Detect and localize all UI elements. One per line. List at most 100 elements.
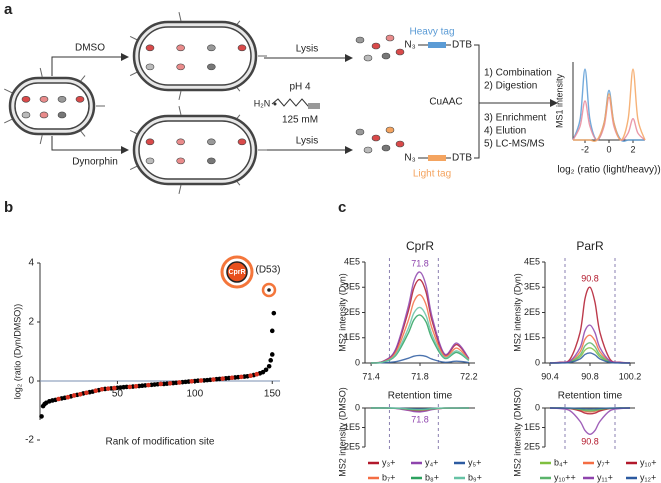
flagellum — [178, 90, 182, 100]
y-axis-label: MS2 intensity (Dyn) — [512, 273, 522, 352]
protein — [385, 34, 395, 42]
panel-label: c — [338, 199, 346, 216]
flagellum — [178, 106, 182, 116]
data-point — [198, 378, 204, 383]
x-tick-label: 50 — [112, 389, 124, 400]
y-axis-label: MS1 intensity — [554, 73, 564, 128]
protein — [21, 111, 31, 119]
x-tick-label: 90.8 — [581, 371, 599, 381]
x-tick-label: 71.8 — [411, 371, 429, 381]
callout-ring — [220, 255, 254, 289]
protein — [237, 44, 247, 52]
protein — [145, 44, 155, 52]
protein — [176, 157, 185, 165]
series-line — [572, 96, 646, 141]
tag-biotin: DTB — [452, 40, 472, 51]
y-tick-label: 4E5 — [344, 256, 360, 266]
protein — [381, 144, 391, 152]
cell-membrane — [138, 120, 252, 180]
protein — [145, 157, 155, 165]
step: 1) Combination — [484, 68, 552, 79]
protein — [57, 111, 67, 119]
x-tick-label: 150 — [264, 389, 281, 400]
protein — [75, 95, 85, 103]
y-tick-label: 0 — [28, 376, 34, 387]
step: 3) Enrichment — [484, 113, 546, 124]
data-point — [77, 391, 83, 397]
y-tick-label: 4 — [28, 258, 34, 269]
data-point — [211, 377, 216, 382]
cell-membrane — [138, 26, 252, 86]
peak-label: 90.8 — [581, 274, 599, 284]
series-line — [371, 271, 470, 364]
data-point — [248, 373, 253, 378]
y-tick-label: 2E5 — [344, 441, 360, 451]
protein — [176, 63, 185, 71]
peak-label: 90.8 — [581, 437, 599, 447]
x-tick-label: 71.4 — [362, 371, 380, 381]
callout-protein: CprR — [228, 269, 245, 276]
callout-core — [267, 288, 271, 292]
data-point — [93, 388, 99, 394]
data-point — [39, 414, 44, 419]
x-axis-label: Rank of modification site — [106, 437, 215, 448]
arrow — [51, 53, 129, 76]
flagellum — [4, 118, 13, 124]
callout-site: (D53) — [255, 265, 280, 276]
series-line — [549, 352, 631, 364]
series-line — [549, 347, 631, 364]
legend-label: y₃+ — [382, 457, 395, 467]
data-point — [254, 371, 260, 377]
protein — [207, 44, 216, 52]
protein — [371, 42, 381, 50]
y-axis-label: log₂ (ratio (Dyn/DMSO)) — [12, 304, 22, 400]
tag-name: Heavy tag — [409, 27, 454, 38]
step: 4) Elution — [484, 126, 526, 137]
arrow — [51, 136, 129, 154]
bracket — [474, 44, 480, 159]
y-axis-label: MS2 intensity (Dyn) — [337, 273, 347, 352]
data-point — [112, 385, 117, 391]
treatment: Dynorphin — [72, 157, 118, 168]
protein — [395, 140, 405, 148]
protein — [395, 48, 405, 56]
tag-azide: N₃ — [404, 153, 415, 164]
legend-label: b₈+ — [425, 472, 439, 482]
data-point — [177, 380, 182, 385]
series-line — [549, 334, 631, 364]
data-point — [167, 381, 173, 386]
y-tick-label: 2E5 — [524, 441, 540, 451]
tag-azide: N₃ — [404, 40, 415, 51]
data-point — [56, 396, 61, 402]
series-line — [371, 294, 470, 364]
y-axis-label: MS2 intensity (DMSO) — [337, 387, 347, 477]
data-point — [271, 310, 277, 316]
legend-label: y₁₀++ — [554, 472, 576, 482]
data-point — [269, 352, 275, 357]
x-axis-label: Retention time — [388, 391, 453, 402]
probe-oxygen — [273, 102, 277, 106]
y-tick-label: 1E5 — [524, 332, 540, 342]
data-point — [220, 376, 226, 381]
cell-membrane — [14, 82, 90, 130]
chart-title: ParR — [576, 239, 604, 253]
data-point — [238, 374, 244, 380]
legend-label: y₁₁+ — [597, 472, 613, 482]
y-tick-label: 0 — [535, 402, 540, 412]
protein — [176, 138, 185, 146]
y-tick-label: 4E5 — [524, 256, 540, 266]
protein — [363, 54, 373, 62]
protein — [237, 138, 247, 146]
probe-ph: pH 4 — [289, 82, 311, 93]
data-point — [263, 367, 269, 373]
flagellum — [178, 184, 182, 194]
legend-label: b₉+ — [468, 472, 482, 482]
probe-alkyne — [308, 103, 320, 109]
protein — [145, 138, 155, 146]
data-point — [127, 384, 133, 390]
data-point — [268, 358, 274, 363]
protein — [39, 95, 49, 103]
y-tick-label: 0 — [355, 402, 360, 412]
panel-label: a — [4, 1, 13, 18]
